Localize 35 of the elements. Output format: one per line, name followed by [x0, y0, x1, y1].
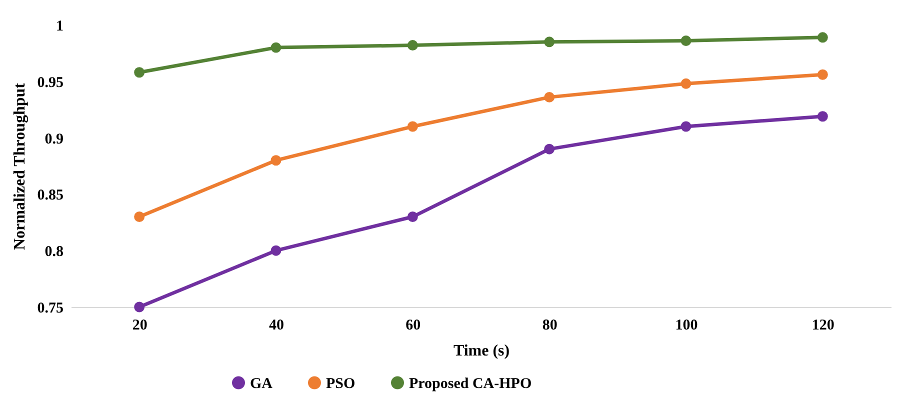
legend-label: Proposed CA-HPO [409, 376, 532, 392]
point [407, 212, 418, 222]
point [134, 212, 145, 222]
y-tick-label: 0.75 [37, 300, 64, 316]
point [680, 78, 692, 89]
point [134, 67, 145, 78]
point [817, 111, 828, 122]
point [270, 155, 282, 166]
x-tick-label: 40 [269, 318, 284, 334]
y-tick-label: 0.8 [44, 244, 64, 260]
x-axis-title: Time (s) [453, 342, 510, 360]
x-tick-label: 100 [675, 318, 698, 334]
x-tick-label: 20 [132, 318, 148, 334]
y-tick-label: 0.85 [37, 188, 64, 204]
point [680, 36, 692, 46]
point [544, 92, 555, 102]
y-tick-label: 0.9 [44, 131, 64, 148]
point [407, 121, 418, 132]
point [817, 69, 828, 80]
y-tick-label: 0.95 [37, 74, 64, 91]
point [407, 40, 418, 51]
point [270, 42, 282, 53]
y-tick-label: 1 [56, 18, 64, 34]
x-tick-label: 60 [406, 318, 421, 334]
point [680, 121, 692, 132]
legend-label: GA [250, 376, 273, 392]
point [134, 302, 145, 312]
point [544, 144, 555, 154]
x-tick-label: 120 [812, 318, 834, 334]
x-tick-label: 80 [542, 318, 558, 334]
point [270, 245, 282, 256]
legend-label: PSO [326, 376, 356, 392]
y-axis-title: Normalized Throughput [11, 82, 28, 250]
point [817, 32, 828, 43]
point [544, 36, 555, 48]
